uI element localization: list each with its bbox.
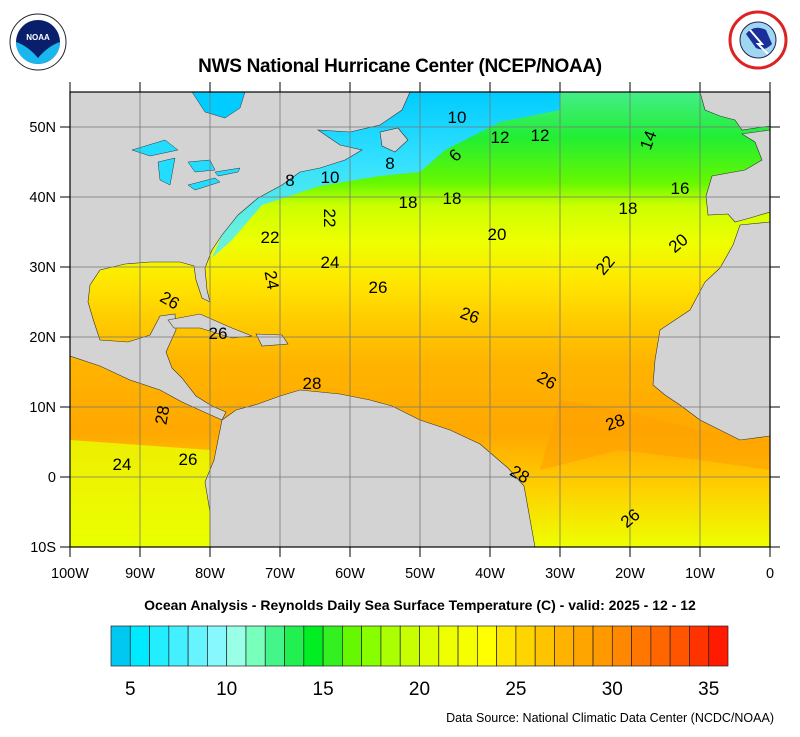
colorbar-swatch bbox=[457, 625, 478, 667]
colorbar-swatch bbox=[611, 625, 632, 667]
colorbar-swatch bbox=[207, 625, 228, 667]
hudson-bay bbox=[191, 92, 246, 119]
nws-logo bbox=[728, 10, 788, 70]
colorbar-swatch bbox=[110, 625, 131, 667]
contour-label: 18 bbox=[443, 189, 462, 208]
colorbar-tick-label: 25 bbox=[505, 679, 526, 700]
land-british-isles bbox=[699, 92, 770, 131]
colorbar-swatch bbox=[168, 625, 189, 667]
contour-label: 22 bbox=[320, 209, 339, 228]
lake-superior bbox=[131, 139, 179, 157]
x-tick-label: 0 bbox=[766, 566, 774, 582]
x-tick-label: 30W bbox=[545, 566, 575, 582]
contour-label: 8 bbox=[385, 154, 394, 173]
land-africa bbox=[652, 221, 770, 441]
contour-label: 24 bbox=[261, 269, 283, 291]
colorbar-swatch bbox=[554, 625, 575, 667]
colorbar-swatch bbox=[187, 625, 208, 667]
map-subtitle: Ocean Analysis - Reynolds Daily Sea Surf… bbox=[144, 597, 696, 613]
colorbar-tick-label: 5 bbox=[125, 679, 136, 700]
contour-label: 24 bbox=[321, 253, 340, 272]
lake-michigan bbox=[157, 157, 176, 186]
x-tick-label: 80W bbox=[195, 566, 225, 582]
contour-label: 26 bbox=[209, 324, 228, 343]
colorbar-swatch bbox=[438, 625, 459, 667]
noaa-logo: NOAA bbox=[9, 13, 67, 71]
y-tick-label: 20N bbox=[29, 330, 56, 346]
noaa-logo-text: NOAA bbox=[26, 33, 50, 42]
contour-label: 26 bbox=[179, 450, 198, 469]
colorbar-swatch bbox=[361, 625, 382, 667]
colorbar-swatch bbox=[129, 625, 150, 667]
land-newfoundland bbox=[379, 127, 409, 153]
data-source: Data Source: National Climatic Data Cent… bbox=[446, 711, 774, 725]
warm-band-region bbox=[540, 400, 770, 470]
colorbar-swatch bbox=[380, 625, 401, 667]
y-tick-label: 10S bbox=[30, 540, 56, 556]
colorbar-swatch bbox=[592, 625, 613, 667]
colorbar-swatch bbox=[149, 625, 170, 667]
lake-huron bbox=[187, 159, 216, 173]
x-tick-label: 20W bbox=[615, 566, 645, 582]
x-tick-label: 100W bbox=[51, 566, 89, 582]
colorbar-swatch bbox=[264, 625, 285, 667]
contour-label: 12 bbox=[491, 128, 510, 147]
colorbar-tick-label: 15 bbox=[313, 679, 334, 700]
colorbar-swatch bbox=[284, 625, 305, 667]
x-tick-label: 50W bbox=[405, 566, 435, 582]
colorbar-swatch bbox=[245, 625, 266, 667]
y-tick-label: 50N bbox=[29, 120, 56, 136]
colorbar-swatch bbox=[226, 625, 247, 667]
colorbar-tick-label: 35 bbox=[698, 679, 719, 700]
contour-label: 22 bbox=[261, 228, 280, 247]
colorbar-swatch bbox=[631, 625, 652, 667]
y-tick-label: 0 bbox=[48, 470, 56, 486]
y-tick-label: 30N bbox=[29, 260, 56, 276]
contour-label: 10 bbox=[448, 108, 467, 127]
contour-label: 12 bbox=[531, 126, 550, 145]
colorbar-swatch bbox=[322, 625, 343, 667]
page-title: NWS National Hurricane Center (NCEP/NOAA… bbox=[198, 56, 602, 77]
lake-erie bbox=[187, 177, 221, 191]
x-tick-label: 90W bbox=[125, 566, 155, 582]
x-tick-label: 10W bbox=[685, 566, 715, 582]
colorbar-swatch bbox=[342, 625, 363, 667]
colorbar-swatch bbox=[689, 625, 710, 667]
colorbar-swatch bbox=[650, 625, 671, 667]
colorbar-swatch bbox=[669, 625, 690, 667]
contour-label: 24 bbox=[113, 455, 132, 474]
colorbar-swatch bbox=[534, 625, 555, 667]
lake-ontario bbox=[214, 167, 241, 177]
contour-label: 18 bbox=[619, 199, 638, 218]
colorbar-swatch bbox=[303, 625, 324, 667]
land-iberia-europe bbox=[705, 129, 770, 223]
contour-label: 20 bbox=[488, 225, 507, 244]
colorbar-tick-label: 20 bbox=[409, 679, 430, 700]
colorbar-tick-label: 30 bbox=[602, 679, 623, 700]
land-north-america bbox=[70, 92, 411, 421]
colorbar-swatch bbox=[708, 625, 729, 667]
colorbar-tick-label: 10 bbox=[216, 679, 237, 700]
colorbar-swatch bbox=[476, 625, 497, 667]
colorbar-swatch bbox=[496, 625, 517, 667]
contour-label: 28 bbox=[303, 374, 322, 393]
contour-label: 8 bbox=[285, 171, 294, 190]
x-tick-label: 70W bbox=[265, 566, 295, 582]
contour-label: 28 bbox=[151, 404, 173, 426]
x-tick-label: 60W bbox=[335, 566, 365, 582]
x-tick-label: 40W bbox=[475, 566, 505, 582]
colorbar-swatch bbox=[515, 625, 536, 667]
contour-label: 26 bbox=[369, 278, 388, 297]
y-tick-label: 10N bbox=[29, 400, 56, 416]
colorbar-swatch bbox=[573, 625, 594, 667]
colorbar: 5 10 15 20 25 30 35 bbox=[110, 625, 729, 700]
contour-label: 10 bbox=[321, 168, 340, 187]
colorbar-swatch bbox=[399, 625, 420, 667]
y-tick-label: 40N bbox=[29, 190, 56, 206]
contour-label: 18 bbox=[399, 193, 418, 212]
contour-label: 16 bbox=[671, 179, 690, 198]
colorbar-swatch bbox=[419, 625, 440, 667]
